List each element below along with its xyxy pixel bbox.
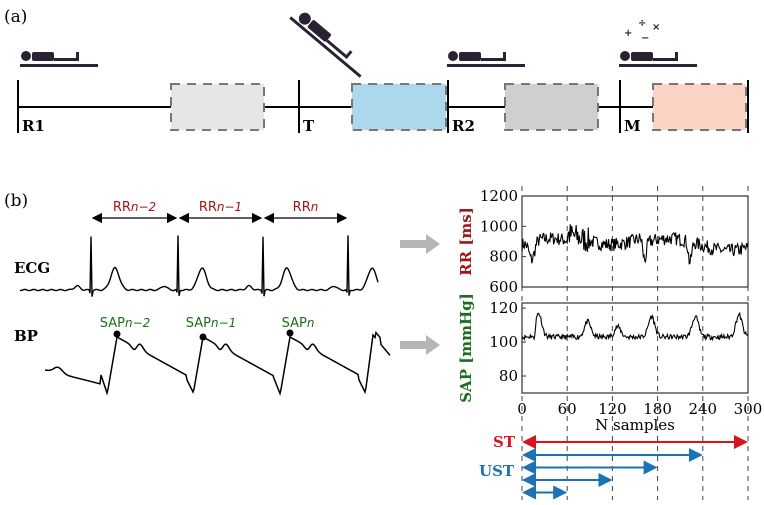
legs [54, 58, 78, 61]
bed [447, 64, 525, 67]
supine-person-icon [619, 51, 697, 67]
sap-peak-label: SAPn−1 [186, 316, 237, 331]
sap-peak-label: SAPn−2 [100, 316, 151, 331]
y-tick-label: 80 [499, 367, 518, 385]
body [631, 52, 653, 61]
head [21, 51, 31, 61]
sap-base: SAP [100, 316, 125, 331]
feet [344, 50, 353, 60]
sap-sub: n [307, 316, 315, 330]
rr-base: RR [293, 200, 311, 215]
math-symbol-icon: − [641, 33, 649, 44]
protocol-timeline: R1 T R2 M + ÷ −× [17, 12, 749, 135]
gray-arrow-icon [400, 234, 440, 254]
ecg-label: ECG [14, 259, 50, 277]
feet [503, 52, 506, 61]
time-series-charts: 1200 1000 800 600 RR [ms] 120 100 80 SAP [mmHg] 0… [457, 186, 762, 500]
panel-a-label: (a) [4, 7, 27, 27]
rr-base: RR [113, 200, 131, 215]
series-line [521, 224, 749, 265]
plot-frame [521, 302, 749, 394]
phase-label-m: M [624, 117, 641, 135]
plot-frame [521, 195, 749, 288]
ust-label: UST [479, 462, 515, 480]
phase-label-r2: R2 [452, 117, 475, 135]
x-tick-label: 0 [517, 400, 527, 418]
analysis-window-r1 [170, 83, 265, 131]
legs [653, 58, 677, 61]
rr-interval-label: RRn−1 [199, 200, 242, 215]
y-tick-label: 800 [489, 248, 518, 266]
sap-peak-marker [286, 329, 294, 337]
bed [619, 64, 697, 67]
analysis-window-r2 [504, 83, 599, 131]
tilted-person-icon [289, 12, 362, 78]
feet [675, 52, 678, 61]
series-line [521, 311, 749, 342]
bp-trace [44, 330, 391, 396]
head [298, 12, 311, 25]
rr-interval-label: RRn−2 [113, 200, 156, 215]
bed [20, 64, 98, 67]
y-tick-label: 120 [489, 299, 518, 317]
x-tick-label: 300 [734, 400, 763, 418]
sap-sub: n−1 [211, 316, 236, 330]
y-tick-label: 1200 [480, 187, 518, 205]
sap-peak-marker [199, 333, 207, 341]
y-axis-label: RR [ms] [457, 207, 475, 276]
math-symbol-icon: × [652, 22, 660, 33]
ecg-trace [19, 235, 379, 297]
phase-label-r1: R1 [22, 117, 45, 135]
supine-person-icon [20, 51, 98, 67]
y-tick-label: 1000 [480, 217, 518, 235]
supine-person-icon [447, 51, 525, 67]
math-symbol-icon: ÷ [638, 18, 646, 29]
rr-sub: n [311, 200, 319, 214]
rr-base: RR [199, 200, 217, 215]
head [448, 51, 458, 61]
sap-sub: n−2 [125, 316, 150, 330]
y-axis-label: SAP [mmHg] [457, 293, 475, 403]
sap-base: SAP [186, 316, 211, 331]
analysis-window-t [351, 83, 447, 131]
sap-peak-label: SAPn [282, 316, 315, 331]
st-label: ST [493, 433, 516, 451]
x-tick-label: 180 [643, 400, 672, 418]
x-tick-label: 240 [688, 400, 717, 418]
x-tick-label: 60 [558, 400, 577, 418]
legs [326, 39, 348, 59]
phase-label-t: T [303, 117, 315, 135]
analysis-window-m [652, 83, 747, 131]
head [620, 51, 630, 61]
rr-interval-label: RRn [293, 200, 319, 215]
feet [76, 52, 79, 61]
tilt-table [289, 16, 362, 78]
body [32, 52, 54, 61]
x-tick-label: 120 [598, 400, 627, 418]
rr-sub: n−1 [217, 200, 242, 214]
y-tick-label: 600 [489, 278, 518, 296]
sap-peak-marker [113, 330, 121, 338]
window-arrows [522, 435, 748, 500]
panel-b-label: (b) [4, 191, 28, 211]
sap-base: SAP [282, 316, 307, 331]
body [307, 20, 331, 42]
bp-label: BP [14, 327, 38, 345]
math-symbol-icon: + [624, 28, 632, 39]
y-tick-label: 100 [489, 333, 518, 351]
rr-sub: n−2 [131, 200, 156, 214]
gray-arrow-icon [400, 335, 440, 355]
legs [481, 58, 505, 61]
x-axis-label: N samples [595, 416, 675, 434]
body [459, 52, 481, 61]
